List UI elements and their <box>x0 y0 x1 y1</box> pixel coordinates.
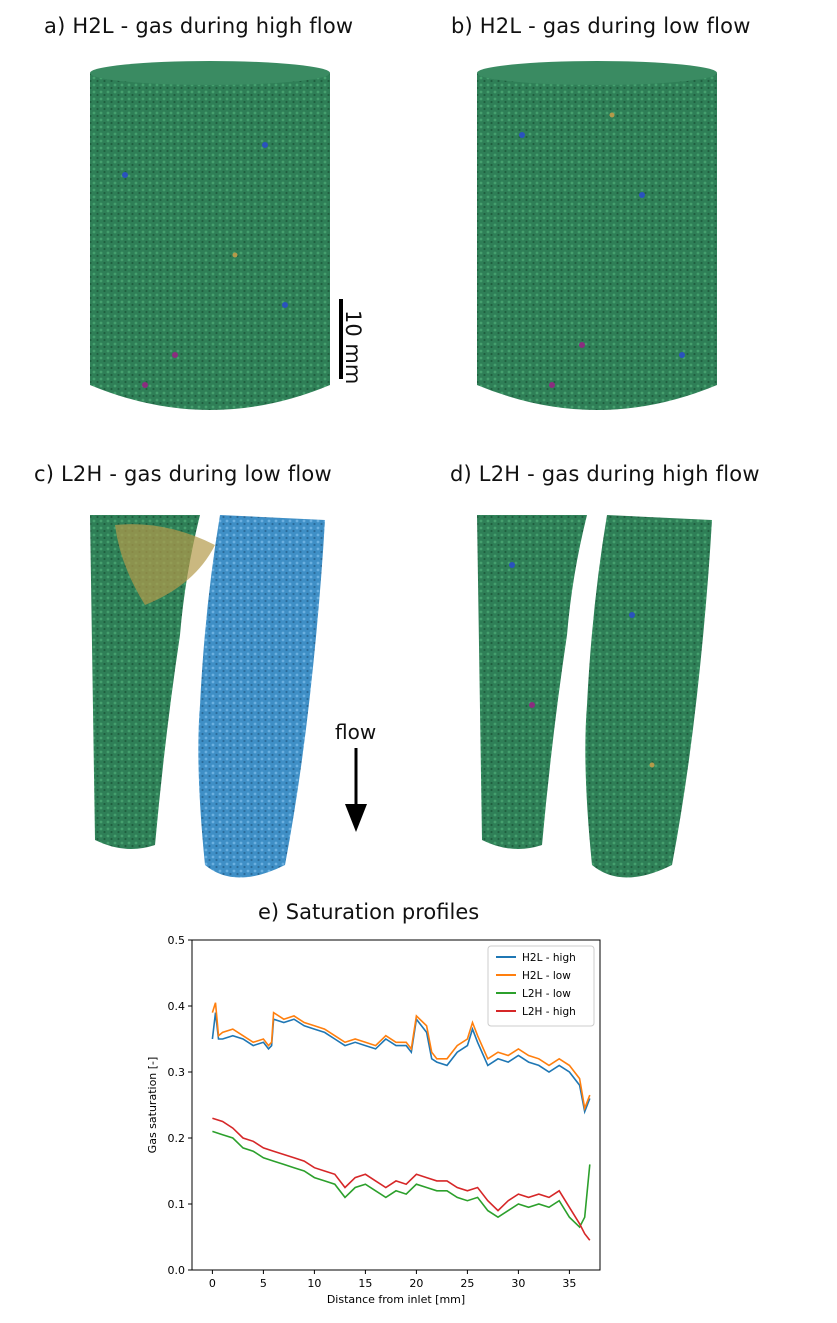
plot-frame <box>191 939 601 1271</box>
panel-b-title: b) H2L - gas during low flow <box>451 14 751 38</box>
y-tick-label: 0.4 <box>168 1000 186 1013</box>
x-axis-label: Distance from inlet [mm] <box>327 1293 465 1306</box>
x-tick-label: 15 <box>358 1277 372 1290</box>
flow-label: flow <box>335 720 377 744</box>
series-line-2 <box>212 1130 591 1229</box>
series-line-0 <box>211 1012 591 1115</box>
legend-label: L2H - low <box>522 988 571 1000</box>
panel-d-title: d) L2H - gas during high flow <box>450 462 760 486</box>
flow-arrow-icon <box>345 748 367 832</box>
series-lines <box>211 1002 591 1241</box>
x-tick-label: 20 <box>409 1277 423 1290</box>
x-tick-label: 30 <box>511 1277 525 1290</box>
x-tick-label: 5 <box>260 1277 267 1290</box>
y-tick-label: 0.2 <box>168 1132 186 1145</box>
scale-bar-label: 10 mm <box>341 310 365 385</box>
x-axis: 0 5 10 15 20 25 30 35 <box>209 1270 576 1290</box>
scale-bar <box>339 299 343 379</box>
y-axis-label: Gas saturation [-] <box>146 1057 159 1154</box>
y-tick-label: 0.5 <box>168 935 186 947</box>
chart-legend: H2L - high H2L - low L2H - low L2H - high <box>487 945 595 1027</box>
x-tick-label: 25 <box>460 1277 474 1290</box>
panel-a-cylinder-render <box>90 61 330 410</box>
saturation-profiles-chart: 0.0 0.1 0.2 0.3 0.4 0.5 0 5 10 15 20 25 30 35 Distan… <box>146 935 601 1306</box>
series-line-1 <box>211 1002 591 1112</box>
panel-d-cylinder-render <box>477 515 712 878</box>
panel-c-cylinder-render <box>90 515 325 878</box>
panel-a-title: a) H2L - gas during high flow <box>44 14 354 38</box>
legend-label: L2H - high <box>522 1006 576 1018</box>
series-line-3 <box>212 1117 591 1241</box>
y-axis: 0.0 0.1 0.2 0.3 0.4 0.5 <box>168 935 192 1277</box>
y-tick-label: 0.0 <box>168 1264 186 1277</box>
legend-box <box>487 945 595 1027</box>
x-tick-label: 35 <box>562 1277 576 1290</box>
x-tick-label: 10 <box>307 1277 321 1290</box>
panel-b-cylinder-render <box>477 61 717 410</box>
x-tick-label: 0 <box>209 1277 216 1290</box>
legend-label: H2L - low <box>522 970 571 982</box>
y-tick-label: 0.3 <box>168 1066 186 1079</box>
y-tick-label: 0.1 <box>168 1198 186 1211</box>
legend-label: H2L - high <box>522 952 576 964</box>
panel-c-title: c) L2H - gas during low flow <box>34 462 332 486</box>
chart-title: e) Saturation profiles <box>258 900 480 924</box>
